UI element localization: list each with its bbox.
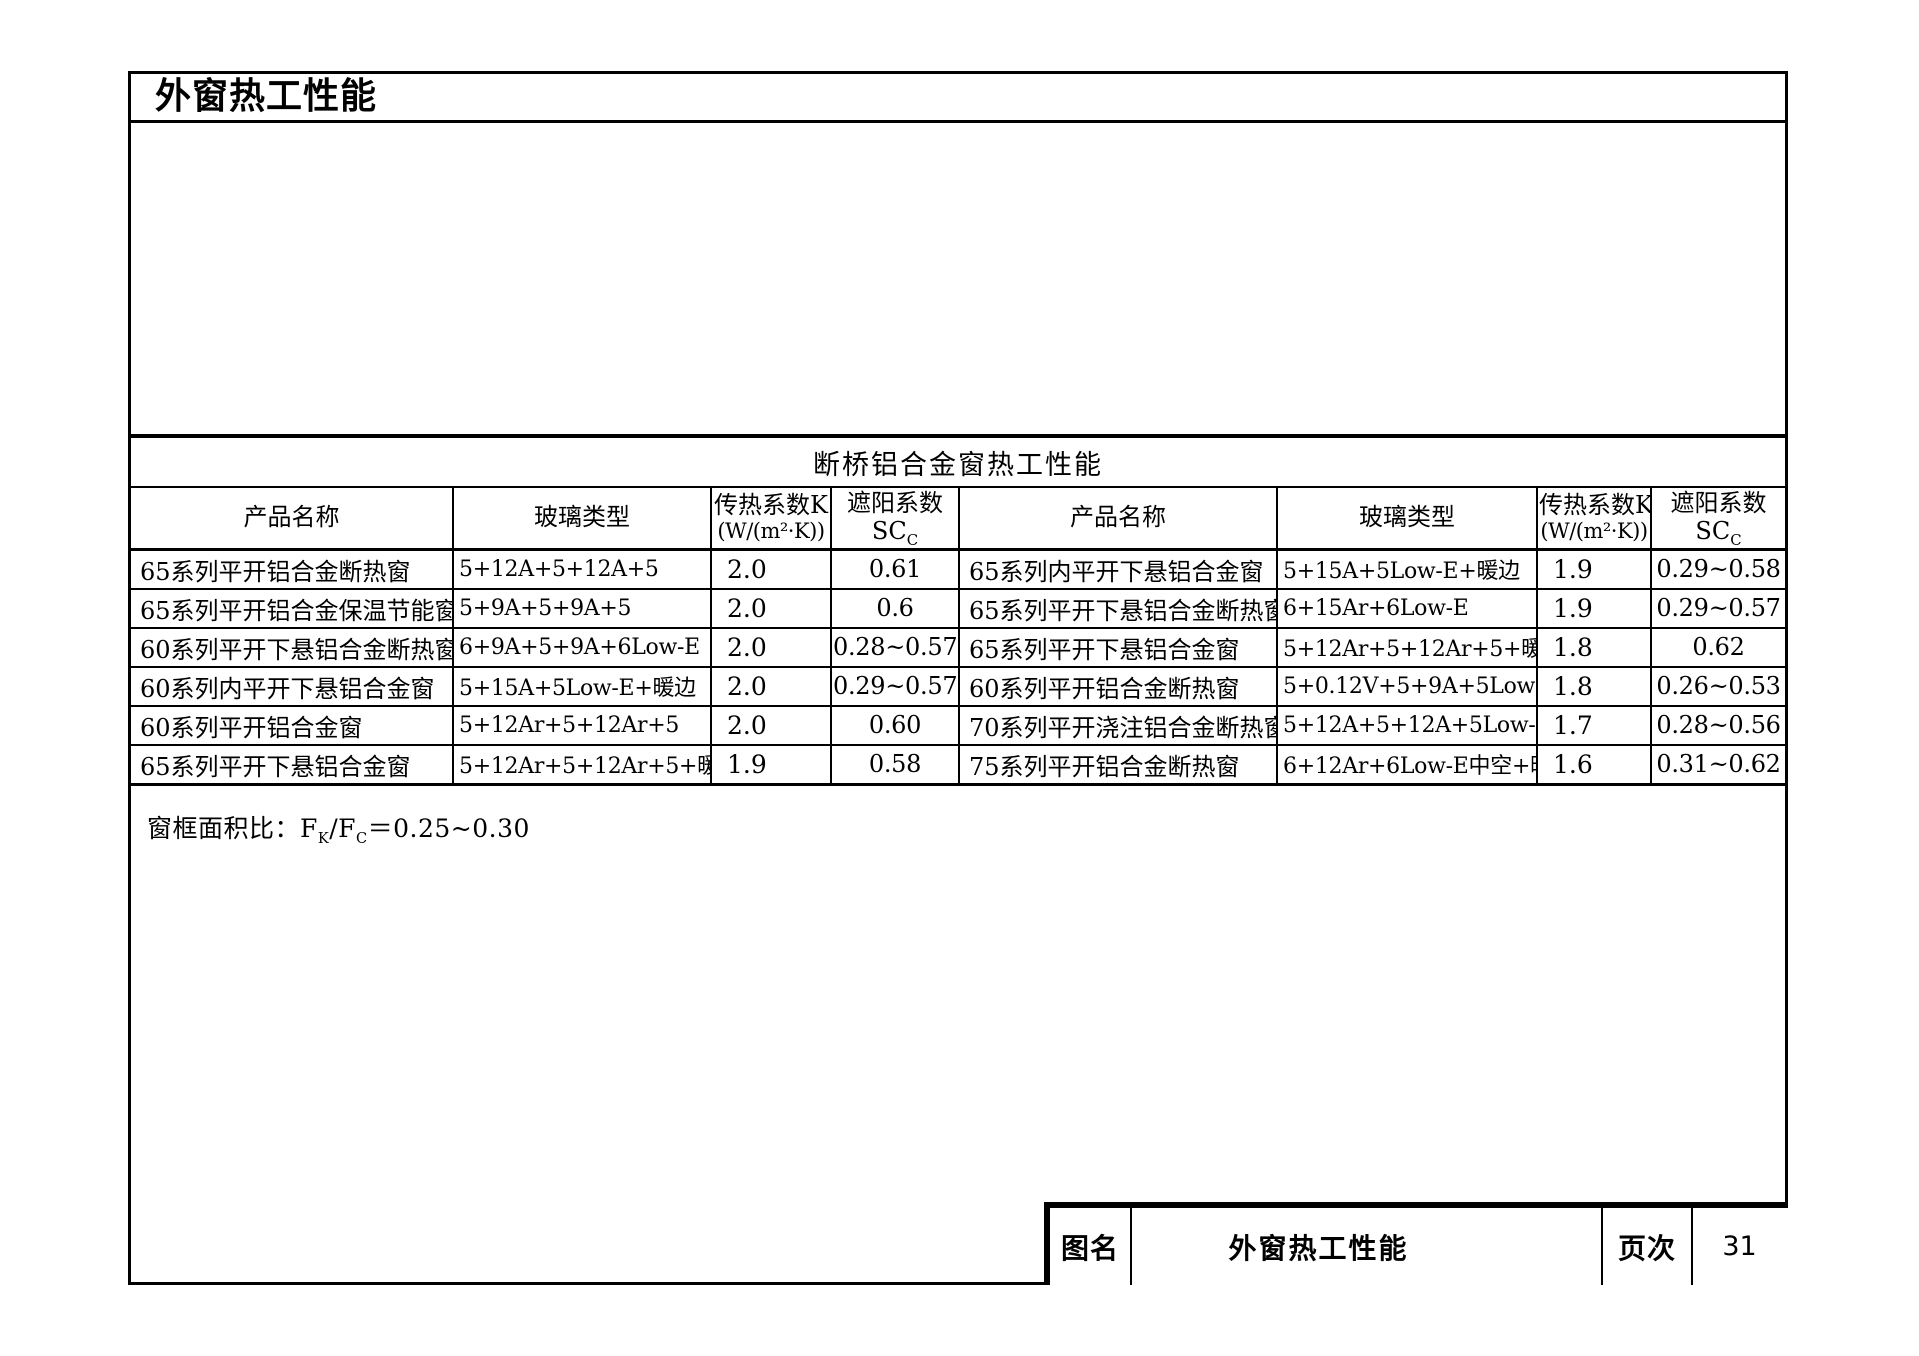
page-number: 31 [1691, 1208, 1786, 1285]
page-title: 外窗热工性能 [155, 76, 378, 117]
product-name-cell: 65系列平开下悬铝合金断热窗 [958, 587, 1278, 629]
product-name-cell: 70系列平开浇注铝合金断热窗 [958, 704, 1278, 746]
glass-type-cell: 5+15A+5Low-E+暖边 [452, 665, 712, 707]
sc-value-cell: 0.28~0.57 [830, 626, 960, 668]
k-value-cell: 1.6 [1536, 743, 1652, 785]
col-header-sc-left: 遮阳系数 SCC [830, 486, 960, 551]
sc-value-cell: 0.26~0.53 [1650, 665, 1785, 707]
k-value-cell: 1.7 [1536, 704, 1652, 746]
k-value-cell: 1.9 [710, 743, 832, 785]
sc-value-cell: 0.6 [830, 587, 960, 629]
glass-type-cell: 5+12A+5+12A+5 [452, 548, 712, 590]
thermal-performance-table: 断桥铝合金窗热工性能 产品名称 玻璃类型 传热系数K (W/(m²·K)) 遮阳… [131, 434, 1785, 786]
table-row: 60系列平开下悬铝合金断热窗 6+9A+5+9A+6Low-E 2.0 0.28… [131, 626, 1785, 668]
footnote-label: 窗框面积比： [147, 814, 301, 843]
table-row: 60系列平开铝合金窗 5+12Ar+5+12Ar+5 2.0 0.60 70系列… [131, 704, 1785, 746]
col-header-k-left: 传热系数K (W/(m²·K)) [710, 486, 832, 551]
k-header-line1: 传热系数K [1539, 490, 1651, 519]
sc-value-cell: 0.28~0.56 [1650, 704, 1785, 746]
sc-header-line1: 遮阳系数 [1670, 489, 1767, 518]
k-header-line1: 传热系数K [714, 490, 828, 519]
product-name-cell: 60系列平开下悬铝合金断热窗 [131, 626, 454, 668]
k-value-cell: 1.8 [1536, 665, 1652, 707]
glass-type-cell: 5+9A+5+9A+5 [452, 587, 712, 629]
k-value-cell: 1.9 [1536, 587, 1652, 629]
product-name-cell: 75系列平开铝合金断热窗 [958, 743, 1278, 785]
col-header-glass-right: 玻璃类型 [1276, 486, 1538, 551]
figure-name: 外窗热工性能 [1130, 1208, 1601, 1285]
glass-type-cell: 5+12Ar+5+12Ar+5+暖边 [1276, 626, 1538, 668]
page-number-label: 页次 [1601, 1208, 1691, 1285]
k-header-unit: (W/(m²·K)) [1540, 519, 1648, 544]
product-name-cell: 65系列内平开下悬铝合金窗 [958, 548, 1278, 590]
glass-type-cell: 5+12Ar+5+12Ar+5+暖边 [452, 743, 712, 785]
frame-area-ratio-note: 窗框面积比：FK/FC＝0.25~0.30 [147, 814, 530, 847]
table-title-row: 断桥铝合金窗热工性能 [131, 436, 1785, 488]
k-value-cell: 2.0 [710, 626, 832, 668]
col-header-sc-right: 遮阳系数 SCC [1650, 486, 1785, 551]
table-row: 65系列平开铝合金断热窗 5+12A+5+12A+5 2.0 0.61 65系列… [131, 548, 1785, 590]
glass-type-cell: 5+0.12V+5+9A+5Low-E [1276, 665, 1538, 707]
col-header-product-left: 产品名称 [131, 486, 454, 551]
product-name-cell: 60系列内平开下悬铝合金窗 [131, 665, 454, 707]
table-row: 65系列平开下悬铝合金窗 5+12Ar+5+12Ar+5+暖边 1.9 0.58… [131, 743, 1785, 785]
sc-value-cell: 0.29~0.57 [1650, 587, 1785, 629]
col-header-glass-left: 玻璃类型 [452, 486, 712, 551]
sc-value-cell: 0.29~0.58 [1650, 548, 1785, 590]
sc-value-cell: 0.29~0.57 [830, 665, 960, 707]
glass-type-cell: 5+15A+5Low-E+暖边 [1276, 548, 1538, 590]
table-title: 断桥铝合金窗热工性能 [131, 436, 1785, 488]
sc-header-symbol: SCC [1695, 516, 1742, 549]
glass-type-cell: 6+15Ar+6Low-E [1276, 587, 1538, 629]
table-row: 65系列平开铝合金保温节能窗 5+9A+5+9A+5 2.0 0.6 65系列平… [131, 587, 1785, 629]
product-name-cell: 65系列平开铝合金断热窗 [131, 548, 454, 590]
table-row: 60系列内平开下悬铝合金窗 5+15A+5Low-E+暖边 2.0 0.29~0… [131, 665, 1785, 707]
product-name-cell: 60系列平开铝合金断热窗 [958, 665, 1278, 707]
sc-header-symbol: SCC [871, 516, 919, 549]
k-header-unit: (W/(m²·K)) [717, 519, 825, 544]
drawing-frame: 外窗热工性能 断桥铝合金窗热工性能 产品名称 玻璃类型 传热系数K (W/(m²… [128, 71, 1788, 1285]
sc-value-cell: 0.61 [830, 548, 960, 590]
sc-value-cell: 0.31~0.62 [1650, 743, 1785, 785]
product-name-cell: 65系列平开下悬铝合金窗 [131, 743, 454, 785]
col-header-k-right: 传热系数K (W/(m²·K)) [1536, 486, 1652, 551]
k-value-cell: 1.9 [1536, 548, 1652, 590]
title-block: 图名 外窗热工性能 页次 31 [1044, 1202, 1788, 1285]
glass-type-cell: 5+12A+5+12A+5Low-E [1276, 704, 1538, 746]
table-header-row: 产品名称 玻璃类型 传热系数K (W/(m²·K)) 遮阳系数 SCC 产品名称… [131, 486, 1785, 551]
glass-type-cell: 6+9A+5+9A+6Low-E [452, 626, 712, 668]
k-value-cell: 2.0 [710, 587, 832, 629]
product-name-cell: 65系列平开铝合金保温节能窗 [131, 587, 454, 629]
sc-value-cell: 0.58 [830, 743, 960, 785]
sc-header-line1: 遮阳系数 [847, 489, 943, 518]
sc-value-cell: 0.60 [830, 704, 960, 746]
col-header-product-right: 产品名称 [958, 486, 1278, 551]
product-name-cell: 65系列平开下悬铝合金窗 [958, 626, 1278, 668]
page-title-band: 外窗热工性能 [131, 74, 1785, 123]
k-value-cell: 2.0 [710, 704, 832, 746]
k-value-cell: 1.8 [1536, 626, 1652, 668]
k-value-cell: 2.0 [710, 665, 832, 707]
sc-value-cell: 0.62 [1650, 626, 1785, 668]
product-name-cell: 60系列平开铝合金窗 [131, 704, 454, 746]
figure-name-label: 图名 [1060, 1231, 1119, 1265]
glass-type-cell: 6+12Ar+6Low-E中空+暖边 [1276, 743, 1538, 785]
glass-type-cell: 5+12Ar+5+12Ar+5 [452, 704, 712, 746]
k-value-cell: 2.0 [710, 548, 832, 590]
